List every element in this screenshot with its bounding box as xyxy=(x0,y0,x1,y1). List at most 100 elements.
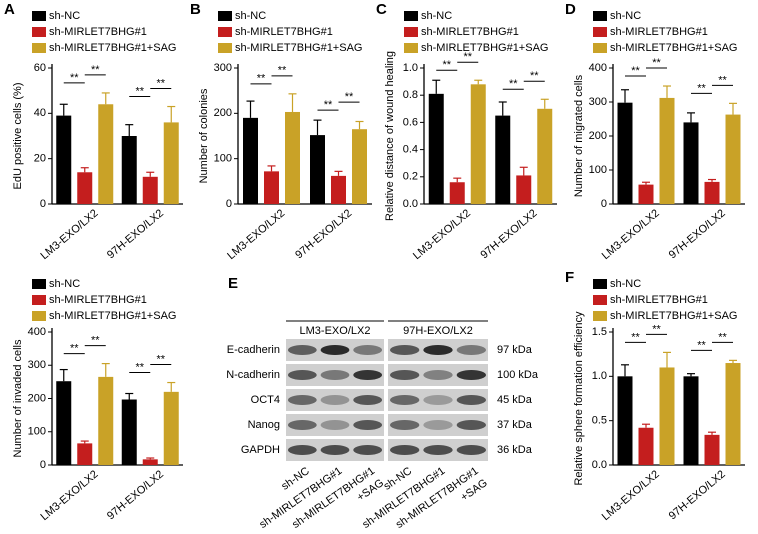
legend-swatch xyxy=(593,11,607,21)
error-bar xyxy=(540,98,549,109)
band xyxy=(320,345,350,355)
y-tick-label: 400 xyxy=(28,326,46,338)
bar xyxy=(352,129,367,204)
error-bar xyxy=(708,431,716,435)
error-bar xyxy=(288,93,297,112)
error-bar xyxy=(687,373,695,377)
legend-label: sh-MIRLET7BHG#1 xyxy=(49,294,147,306)
error-bar xyxy=(355,120,364,130)
error-bar xyxy=(59,368,68,382)
error-bar xyxy=(313,119,322,136)
significance-label: ** xyxy=(345,91,354,103)
legend-swatch xyxy=(32,295,46,305)
bar xyxy=(310,135,325,204)
bar xyxy=(683,376,699,465)
error-bar xyxy=(334,170,343,176)
group-label: 97H-EXO/LX2 xyxy=(403,325,473,337)
significance-label: ** xyxy=(156,353,165,365)
band xyxy=(353,370,383,380)
legend-swatch xyxy=(404,11,418,21)
significance-label: ** xyxy=(652,57,661,69)
x-tick-label: LM3-EXO/LX2 xyxy=(39,207,101,262)
legend-label: sh-NC xyxy=(235,10,266,22)
error-bar xyxy=(453,177,462,183)
bar xyxy=(638,184,654,204)
band xyxy=(423,345,453,355)
y-tick-label: 400 xyxy=(589,62,607,74)
bar xyxy=(98,376,114,465)
bar xyxy=(704,181,720,204)
error-bar xyxy=(663,85,671,98)
blot-strip xyxy=(388,389,488,411)
band xyxy=(353,445,383,455)
y-tick-label: 0 xyxy=(226,198,232,210)
significance-label: ** xyxy=(324,99,333,111)
x-tick-label: LM3-EXO/LX2 xyxy=(600,468,662,523)
y-tick-label: 0.8 xyxy=(403,89,418,101)
band xyxy=(320,395,350,405)
significance-label: ** xyxy=(697,82,706,94)
band xyxy=(320,420,350,430)
error-bar xyxy=(519,166,528,176)
error-bar xyxy=(621,364,629,377)
y-tick-label: 200 xyxy=(589,130,607,142)
legend-swatch xyxy=(32,43,46,53)
blot-strip xyxy=(286,414,384,436)
error-bar xyxy=(80,167,89,173)
legend-label: sh-MIRLET7BHG#1 xyxy=(610,294,708,306)
band xyxy=(423,370,453,380)
row-label: N-cadherin xyxy=(226,369,280,381)
y-tick-label: 1.0 xyxy=(403,62,418,74)
band xyxy=(287,370,317,380)
legend-swatch xyxy=(593,279,607,289)
legend-swatch xyxy=(593,311,607,321)
significance-label: ** xyxy=(718,331,727,343)
size-label: 100 kDa xyxy=(497,369,539,381)
bar xyxy=(537,108,553,204)
significance-label: ** xyxy=(257,73,266,85)
x-tick-label: 97H-EXO/LX2 xyxy=(105,468,166,522)
error-bar xyxy=(267,165,276,172)
x-tick-label: LM3-EXO/LX2 xyxy=(39,468,101,523)
y-tick-label: 100 xyxy=(589,164,607,176)
bar xyxy=(659,97,675,204)
band xyxy=(423,395,453,405)
row-label: Nanog xyxy=(248,419,280,431)
bar xyxy=(243,117,258,204)
bar xyxy=(56,381,72,465)
bar xyxy=(264,171,279,204)
legend-swatch xyxy=(32,11,46,21)
error-bar xyxy=(146,457,155,460)
y-axis-label: Number of colonies xyxy=(198,88,210,183)
bar xyxy=(449,182,465,204)
significance-label: ** xyxy=(652,323,661,335)
error-bar xyxy=(146,171,155,177)
group-label: LM3-EXO/LX2 xyxy=(300,325,371,337)
error-bar xyxy=(621,89,629,103)
significance-label: ** xyxy=(631,331,640,343)
panel-letter: F xyxy=(565,269,574,286)
y-axis-label: Number of migrated cells xyxy=(573,74,585,197)
significance-label: ** xyxy=(156,77,165,89)
legend-label: sh-MIRLET7BHG#1+SAG xyxy=(235,42,362,54)
y-tick-label: 60 xyxy=(34,62,46,74)
row-label: GAPDH xyxy=(241,444,280,456)
band xyxy=(456,395,487,405)
error-bar xyxy=(708,178,716,182)
y-tick-label: 1.0 xyxy=(592,370,607,382)
error-bar xyxy=(498,101,507,116)
y-tick-label: 200 xyxy=(214,107,232,119)
significance-label: ** xyxy=(718,74,727,86)
band xyxy=(423,445,453,455)
band xyxy=(456,345,487,355)
significance-label: ** xyxy=(509,78,518,90)
bar xyxy=(470,84,486,204)
legend-label: sh-MIRLET7BHG#1+SAG xyxy=(49,310,176,322)
legend-swatch xyxy=(404,27,418,37)
error-bar xyxy=(101,362,110,377)
bar xyxy=(56,115,72,204)
error-bar xyxy=(729,359,737,364)
y-axis-label: Relative distance of wound healing xyxy=(384,51,396,221)
legend-swatch xyxy=(404,43,418,53)
legend-swatch xyxy=(593,43,607,53)
